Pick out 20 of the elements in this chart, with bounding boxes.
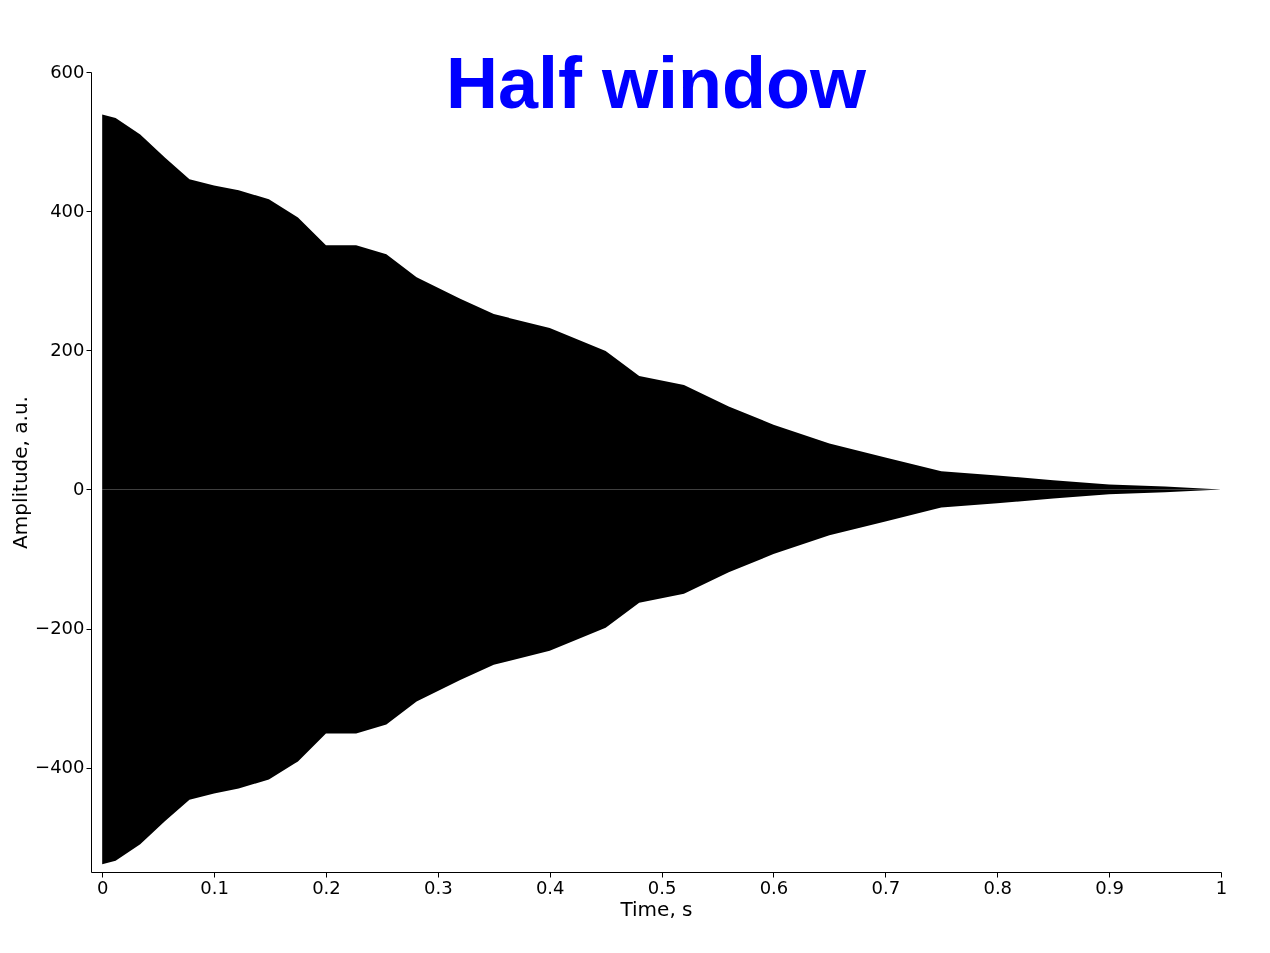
x-tick-label: 0.7	[871, 876, 901, 898]
y-tick-label: 400	[50, 199, 85, 221]
chart-title: Half window	[446, 43, 867, 123]
x-tick-label: 0.1	[200, 876, 229, 898]
x-tick-label: 1	[1215, 876, 1228, 898]
x-tick-label: 0.8	[983, 876, 1013, 898]
x-tick-label: 0.6	[759, 876, 789, 898]
x-tick-label: 0.3	[424, 876, 453, 898]
x-tick-label: 0.9	[1095, 876, 1124, 898]
y-tick-label: −400	[35, 756, 85, 778]
y-tick-label: 200	[50, 338, 85, 360]
y-tick-label: 0	[73, 477, 85, 499]
x-tick-label: 0.2	[312, 876, 341, 898]
x-tick-label: 0.4	[535, 876, 565, 898]
x-tick-label: 0	[96, 876, 109, 898]
x-axis-title: Time, s	[619, 896, 693, 921]
y-tick-label: −200	[35, 617, 85, 639]
y-tick-label: 600	[50, 60, 85, 82]
x-tick-label: 0.5	[647, 876, 677, 898]
y-axis-title: Amplitude, a.u.	[8, 396, 33, 549]
